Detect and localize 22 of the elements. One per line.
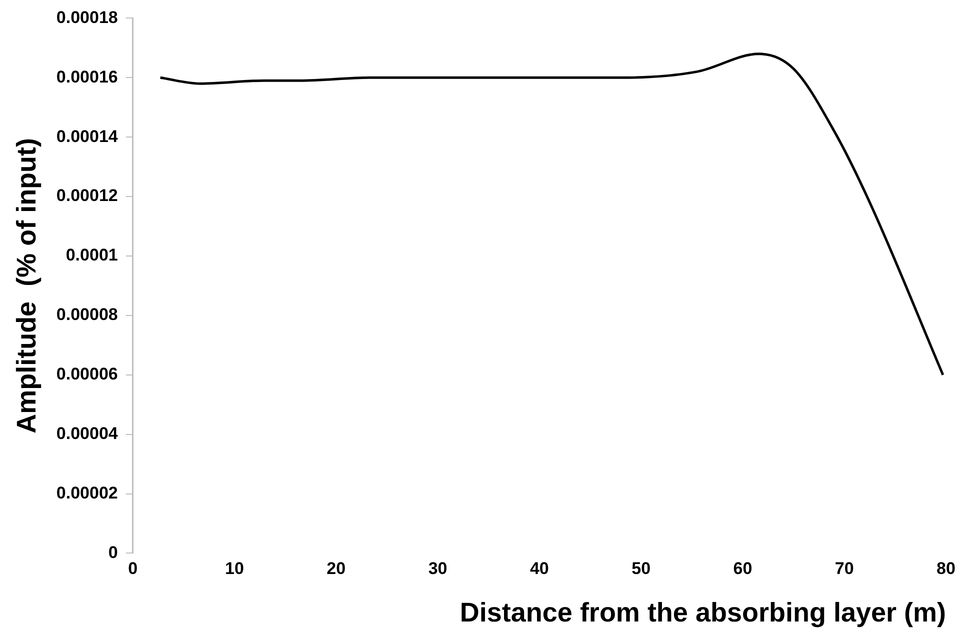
y-tick-label: 0.00006 [56, 364, 118, 384]
y-tick-label: 0 [108, 542, 118, 562]
y-tick-label: 0.00002 [56, 483, 118, 502]
line-series [159, 52, 944, 376]
x-tick-label: 70 [834, 559, 854, 578]
y-tick-label: 0.00016 [56, 67, 118, 86]
x-tick-label: 80 [936, 559, 956, 578]
x-tick-label: 60 [733, 559, 752, 578]
y-axis-title: Amplitude (% of input) [12, 138, 42, 434]
y-tick-label: 0.00012 [56, 186, 118, 206]
x-tick-label: 30 [428, 559, 448, 578]
x-axis-title: Distance from the absorbing layer (m) [460, 597, 946, 628]
x-tick-label: 20 [326, 559, 346, 578]
x-tick-label: 10 [225, 559, 244, 578]
x-tick-label: 0 [128, 559, 138, 578]
y-tick-label: 0.00004 [56, 424, 118, 443]
y-tick-label: 0.00008 [56, 305, 118, 324]
y-tick-label: 0.00018 [56, 8, 118, 27]
y-tick-label: 0.00014 [56, 126, 118, 146]
x-tick-label: 50 [632, 559, 651, 578]
x-tick-label: 40 [530, 559, 549, 578]
y-tick-label: 0.0001 [66, 246, 118, 265]
